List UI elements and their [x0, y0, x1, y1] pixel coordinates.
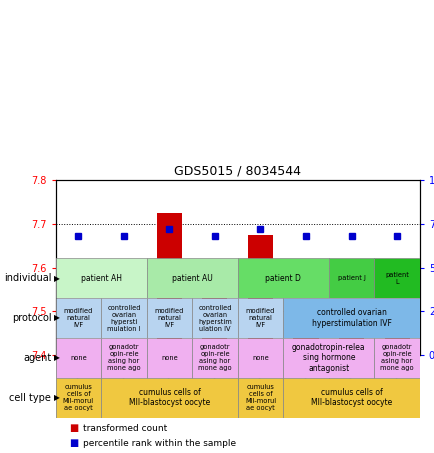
Bar: [237, 355, 283, 418]
Text: agent: agent: [23, 353, 51, 363]
Text: ▶: ▶: [53, 274, 59, 283]
Text: controlled ovarian
hyperstimulation IVF: controlled ovarian hyperstimulation IVF: [311, 308, 391, 328]
Text: ■: ■: [69, 438, 79, 448]
Bar: [157, 213, 181, 355]
Bar: [192, 298, 237, 338]
Bar: [237, 338, 283, 378]
Bar: [56, 378, 101, 418]
Bar: [192, 338, 237, 378]
Bar: [293, 321, 318, 355]
Text: patient J: patient J: [337, 275, 365, 281]
Text: patient
L: patient L: [384, 272, 408, 284]
Text: ▶: ▶: [53, 353, 59, 362]
Text: gonadotr
opin-rele
asing hor
mone ago: gonadotr opin-rele asing hor mone ago: [107, 344, 141, 371]
Text: transformed count: transformed count: [82, 424, 167, 433]
Bar: [283, 298, 419, 338]
Text: cumulus
cells of
MII-morul
ae oocyt: cumulus cells of MII-morul ae oocyt: [244, 384, 276, 411]
Bar: [384, 331, 408, 355]
Text: modified
natural
IVF: modified natural IVF: [155, 308, 184, 328]
Text: cumulus
cells of
MII-morul
ae oocyt: cumulus cells of MII-morul ae oocyt: [63, 384, 94, 411]
Bar: [373, 258, 419, 298]
Bar: [338, 324, 363, 355]
Text: cumulus cells of
MII-blastocyst oocyte: cumulus cells of MII-blastocyst oocyte: [310, 388, 391, 407]
Text: patient AH: patient AH: [80, 274, 122, 283]
Text: GSM1068184: GSM1068184: [391, 357, 401, 408]
Text: controlled
ovarian
hyperstim
ulation IV: controlled ovarian hyperstim ulation IV: [197, 304, 231, 332]
Text: ■: ■: [69, 423, 79, 433]
Bar: [146, 258, 237, 298]
Text: modified
natural
IVF: modified natural IVF: [245, 308, 275, 328]
Text: individual: individual: [4, 273, 51, 283]
Text: none: none: [161, 355, 178, 361]
Bar: [56, 355, 101, 418]
Text: GSM1068186: GSM1068186: [74, 357, 83, 408]
Bar: [146, 355, 192, 418]
Bar: [56, 298, 101, 338]
Text: none: none: [70, 355, 87, 361]
Bar: [146, 338, 192, 378]
Text: modified
natural
IVF: modified natural IVF: [64, 308, 93, 328]
Text: patient AU: patient AU: [171, 274, 212, 283]
Bar: [101, 338, 146, 378]
Bar: [283, 378, 419, 418]
Bar: [373, 355, 419, 418]
Text: gonadotropin-relea
sing hormone
antagonist: gonadotropin-relea sing hormone antagoni…: [291, 343, 365, 373]
Bar: [66, 353, 91, 355]
Bar: [328, 258, 373, 298]
Text: protocol: protocol: [12, 313, 51, 323]
Bar: [56, 258, 146, 298]
Bar: [373, 338, 419, 378]
Text: ▶: ▶: [53, 313, 59, 323]
Bar: [328, 355, 373, 418]
Text: ▶: ▶: [53, 393, 59, 402]
Bar: [202, 270, 227, 355]
Bar: [192, 355, 237, 418]
Text: GSM1068187: GSM1068187: [255, 357, 264, 408]
Bar: [237, 258, 328, 298]
Bar: [247, 235, 273, 355]
Text: gonadotr
opin-rele
asing hor
mone ago: gonadotr opin-rele asing hor mone ago: [198, 344, 231, 371]
Bar: [101, 378, 237, 418]
Bar: [237, 378, 283, 418]
Text: cumulus cells of
MII-blastocyst oocyte: cumulus cells of MII-blastocyst oocyte: [128, 388, 210, 407]
Text: GSM1068180: GSM1068180: [119, 357, 128, 408]
Bar: [56, 338, 101, 378]
Bar: [111, 354, 136, 355]
Bar: [237, 298, 283, 338]
Text: GSM1068181: GSM1068181: [210, 357, 219, 408]
Text: GSM1068183: GSM1068183: [346, 357, 355, 408]
Title: GDS5015 / 8034544: GDS5015 / 8034544: [174, 165, 300, 178]
Text: cell type: cell type: [10, 393, 51, 403]
Text: GSM1068185: GSM1068185: [164, 357, 174, 408]
Text: none: none: [252, 355, 268, 361]
Bar: [283, 355, 328, 418]
Bar: [283, 338, 373, 378]
Text: gonadotr
opin-rele
asing hor
mone ago: gonadotr opin-rele asing hor mone ago: [379, 344, 413, 371]
Bar: [146, 298, 192, 338]
Text: patient D: patient D: [265, 274, 300, 283]
Bar: [101, 298, 146, 338]
Text: percentile rank within the sample: percentile rank within the sample: [82, 439, 235, 448]
Text: GSM1068182: GSM1068182: [301, 357, 310, 408]
Bar: [101, 355, 146, 418]
Text: controlled
ovarian
hypersti
mulation I: controlled ovarian hypersti mulation I: [107, 304, 140, 332]
